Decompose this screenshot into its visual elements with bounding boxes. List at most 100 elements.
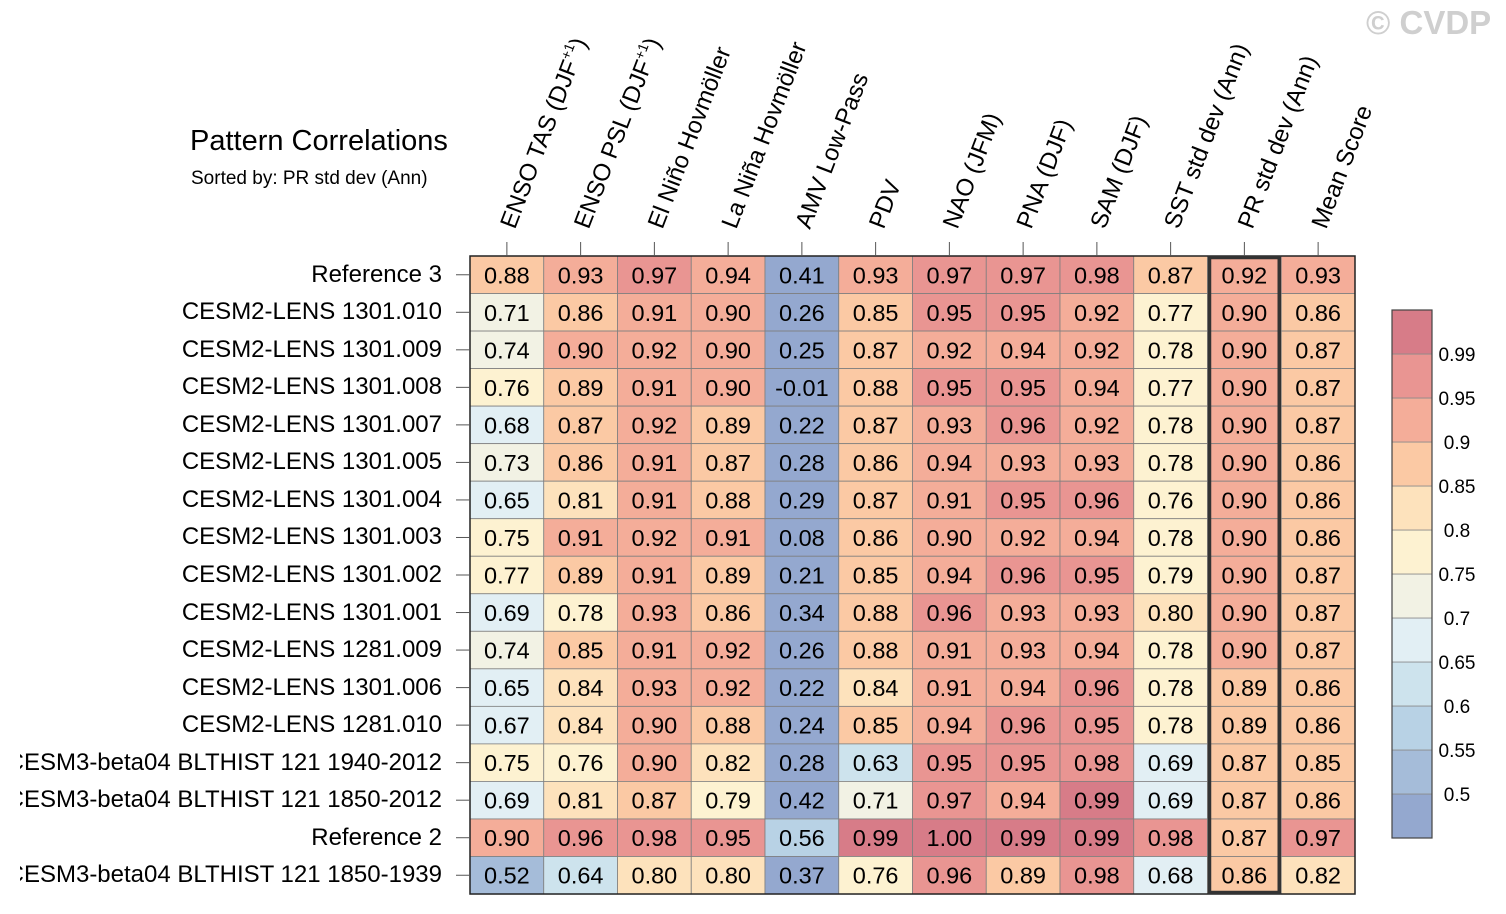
row-label: CESM2-LENS 1301.007 bbox=[181, 410, 442, 438]
cell-value-label: 0.93 bbox=[1000, 600, 1046, 626]
row-label-clip: CESM2-LENS 1301.005 bbox=[20, 446, 442, 478]
cell-value-label: 0.78 bbox=[1148, 675, 1194, 701]
cell-value-label: 0.94 bbox=[705, 262, 751, 288]
cell-value-label: 0.78 bbox=[1148, 337, 1194, 363]
cell-value-label: 0.94 bbox=[927, 713, 973, 739]
cell-value-label: 0.86 bbox=[1295, 450, 1341, 476]
cell-value-label: 0.85 bbox=[1295, 750, 1341, 776]
heatmap-cell bbox=[617, 705, 692, 745]
heatmap-cell bbox=[838, 368, 913, 407]
heatmap-cell bbox=[617, 405, 692, 445]
row-label-clip: CESM2-LENS 1301.004 bbox=[20, 484, 442, 516]
cell-value-label: 0.80 bbox=[1148, 600, 1194, 626]
cell-value-label: 0.99 bbox=[1074, 825, 1120, 851]
cell-value-label: 0.95 bbox=[1074, 713, 1120, 739]
row-label: Reference 3 bbox=[311, 260, 442, 288]
cell-value-label: 0.91 bbox=[927, 675, 973, 701]
heatmap-cell bbox=[1207, 255, 1282, 294]
cell-value-label: 0.95 bbox=[1000, 375, 1046, 401]
colorbar-swatch bbox=[1391, 661, 1433, 707]
heatmap-cell bbox=[1133, 518, 1208, 557]
heatmap-cell bbox=[469, 368, 545, 407]
heatmap-cell bbox=[1133, 705, 1208, 745]
cell-value-label: 0.84 bbox=[558, 675, 604, 701]
cell-value-label: 1.00 bbox=[927, 825, 973, 851]
cell-value-label: 0.25 bbox=[779, 337, 825, 363]
cell-value-label: 0.94 bbox=[1000, 337, 1046, 363]
cell-value-label: 0.87 bbox=[1295, 638, 1341, 664]
cell-value-label: 0.91 bbox=[632, 450, 678, 476]
row-label: CESM2-LENS 1281.010 bbox=[181, 711, 442, 739]
row-label: CESM2-LENS 1301.003 bbox=[181, 523, 442, 551]
cell-value-label: 0.87 bbox=[632, 788, 678, 814]
heatmap-cell bbox=[1280, 781, 1356, 820]
cell-value-label: 0.74 bbox=[484, 337, 530, 363]
heatmap-cell bbox=[1059, 818, 1135, 857]
cell-value-label: 0.86 bbox=[853, 525, 899, 551]
cell-value-label: 0.96 bbox=[558, 825, 604, 851]
heatmap-cell bbox=[1207, 668, 1282, 707]
cell-value-label: 0.87 bbox=[853, 337, 899, 363]
cell-value-label: 0.64 bbox=[558, 863, 604, 889]
cell-value-label: 0.69 bbox=[484, 788, 530, 814]
cell-value-label: 0.87 bbox=[1295, 412, 1341, 438]
cell-value-label: 0.78 bbox=[1148, 713, 1194, 739]
heatmap-cell bbox=[985, 405, 1061, 445]
cell-value-label: 0.87 bbox=[1222, 750, 1268, 776]
cell-value-label: 0.97 bbox=[927, 788, 973, 814]
cell-value-label: 0.96 bbox=[927, 863, 973, 889]
heatmap-cell bbox=[469, 818, 545, 857]
cell-value-label: 0.26 bbox=[779, 638, 825, 664]
heatmap-cell bbox=[1280, 593, 1356, 632]
cell-value-label: 0.86 bbox=[1295, 487, 1341, 513]
cell-value-label: 0.93 bbox=[927, 412, 973, 438]
cell-value-label: 0.86 bbox=[1295, 300, 1341, 326]
cell-value-label: 0.87 bbox=[1295, 600, 1341, 626]
heatmap-cell bbox=[912, 856, 987, 895]
cell-value-label: 0.80 bbox=[632, 863, 678, 889]
column-header: PR std dev (Ann) bbox=[1233, 52, 1324, 232]
cell-value-label: 0.86 bbox=[558, 300, 604, 326]
heatmap-cell bbox=[1059, 255, 1135, 294]
heatmap-cell bbox=[543, 555, 618, 595]
cell-value-label: 0.28 bbox=[779, 450, 825, 476]
column-header: NAO (JFM) bbox=[938, 109, 1007, 232]
row-label: CESM2-LENS 1281.009 bbox=[181, 636, 442, 664]
cell-value-label: 0.88 bbox=[705, 713, 751, 739]
colorbar-label: 0.9 bbox=[1444, 433, 1470, 454]
row-label-clip: Reference 2 bbox=[20, 822, 442, 854]
cell-value-label: 0.69 bbox=[484, 600, 530, 626]
cell-value-label: 0.76 bbox=[853, 863, 899, 889]
cell-value-label: 0.76 bbox=[558, 750, 604, 776]
cell-value-label: 0.75 bbox=[484, 750, 530, 776]
row-label-clip: CESM2-LENS 1301.008 bbox=[20, 371, 442, 403]
heatmap-cell bbox=[1133, 293, 1208, 332]
row-label: CESM2-LENS 1301.006 bbox=[181, 673, 442, 701]
heatmap-cell bbox=[543, 743, 618, 782]
cell-value-label: 0.95 bbox=[927, 375, 973, 401]
colorbar-label: 0.6 bbox=[1444, 697, 1470, 718]
cell-value-label: 0.95 bbox=[1000, 487, 1046, 513]
heatmap-cell bbox=[1133, 856, 1208, 895]
heatmap-cell bbox=[1207, 781, 1282, 820]
heatmap-cell bbox=[543, 368, 618, 407]
cell-value-label: 0.89 bbox=[1222, 675, 1268, 701]
heatmap-cell bbox=[764, 443, 840, 482]
cell-value-label: 0.93 bbox=[1074, 600, 1120, 626]
chart-subtitle: Sorted by: PR std dev (Ann) bbox=[191, 168, 428, 189]
cell-value-label: 0.86 bbox=[1295, 525, 1341, 551]
cell-value-label: 0.90 bbox=[927, 525, 973, 551]
colorbar-swatch bbox=[1391, 309, 1433, 355]
cell-value-label: 0.79 bbox=[1148, 563, 1194, 589]
heatmap-cell bbox=[1280, 368, 1356, 407]
cell-value-label: 0.98 bbox=[632, 825, 678, 851]
cell-value-label: 0.90 bbox=[1222, 450, 1268, 476]
cell-value-label: 0.89 bbox=[1000, 863, 1046, 889]
cell-value-label: 0.92 bbox=[632, 412, 678, 438]
sorted-column-highlight bbox=[1207, 255, 1281, 895]
cell-value-label: 0.29 bbox=[779, 487, 825, 513]
heatmap-cell bbox=[1059, 293, 1135, 332]
heatmap-cell bbox=[764, 818, 840, 857]
cell-value-label: 0.87 bbox=[1222, 788, 1268, 814]
heatmap-cell bbox=[1207, 705, 1282, 745]
